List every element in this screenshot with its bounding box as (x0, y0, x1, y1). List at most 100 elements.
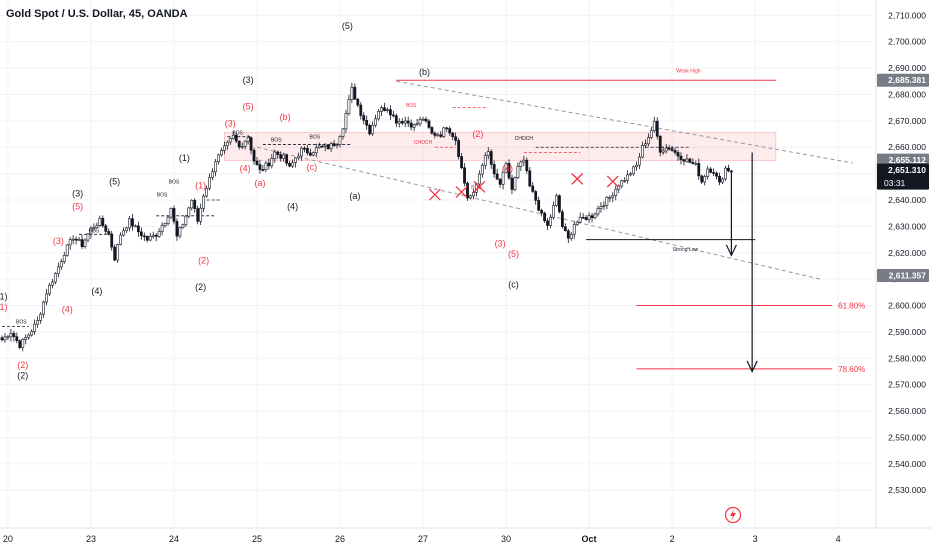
candle-body (670, 148, 674, 151)
candle-body (519, 161, 523, 167)
candle-body (581, 217, 585, 219)
candle-body (305, 148, 309, 154)
channel-upper-line (396, 80, 854, 164)
candle-body (424, 118, 428, 122)
price-tag (877, 163, 929, 190)
candle-body (525, 159, 529, 172)
candle-body (276, 151, 280, 155)
wave-label: (1) (179, 153, 190, 163)
price-tag (877, 153, 929, 167)
time-axis-label: 23 (86, 534, 96, 544)
candle-body (53, 273, 57, 283)
price-axis-label: 2,690.000 (888, 63, 926, 73)
structure-label: BOS (471, 185, 482, 191)
candle-body (644, 143, 647, 146)
structure-label: BOS (89, 228, 100, 234)
candle-body (629, 173, 632, 176)
time-axis-label: 2 (670, 534, 675, 544)
candle-body (412, 124, 416, 128)
candle-body (151, 234, 155, 237)
fib-level-label: 78.60% (838, 365, 865, 374)
time-axis-label: 20 (3, 534, 13, 544)
candle-body (537, 200, 541, 211)
candle-body (311, 152, 315, 156)
wave-label: (3) (53, 236, 64, 246)
candle-body (394, 115, 398, 124)
candle-body (77, 239, 81, 241)
wave-label: (b) (280, 112, 291, 122)
candle-body (279, 154, 283, 159)
fib-level-label: 61.80% (838, 302, 865, 311)
candle-body (641, 145, 644, 158)
candle-body (18, 340, 22, 348)
candle-body (578, 217, 582, 223)
candle-body (249, 137, 253, 151)
candle-body (466, 182, 469, 199)
candle-body (614, 188, 618, 196)
candle-body (27, 334, 31, 338)
candle-body (264, 162, 268, 170)
candle-body (193, 200, 197, 209)
chart-title: Gold Spot / U.S. Dollar, 45, OANDA (6, 8, 188, 20)
candle-body (715, 172, 718, 177)
structure-label: BOS (169, 180, 180, 186)
candle-body (119, 234, 123, 245)
candle-body (214, 161, 217, 173)
candle-body (587, 215, 591, 220)
candle-body (359, 104, 363, 116)
price-axis-label: 2,550.000 (888, 432, 926, 442)
candle-body (389, 109, 392, 116)
target-arrowhead-long (746, 360, 758, 373)
candle-body (166, 216, 170, 224)
candle-body (400, 121, 404, 124)
candle-body (202, 195, 206, 209)
time-axis-label: 25 (252, 534, 262, 544)
candle-body (172, 208, 176, 222)
wave-label: (2) (17, 360, 28, 370)
candle-body (572, 224, 576, 235)
candle-body (3, 336, 7, 341)
time-axis-label: 26 (335, 534, 345, 544)
wave-label: (5) (508, 249, 519, 259)
candle-body (116, 244, 120, 261)
price-tag-value: 2,611.357 (889, 271, 927, 281)
candle-body (427, 120, 431, 128)
candle-body (534, 191, 538, 201)
logo-bolt-icon (730, 509, 736, 521)
candle-body (332, 143, 336, 146)
candle-body (448, 128, 452, 134)
candle-body (658, 135, 662, 153)
wave-label: (5) (72, 202, 83, 212)
candle-body (383, 107, 386, 111)
structure-label: BOS (271, 137, 282, 143)
candle-body (282, 154, 286, 159)
price-axis-label: 2,620.000 (888, 248, 926, 258)
candle-body (552, 205, 555, 218)
structure-label: BOS (16, 319, 27, 325)
candle-body (703, 176, 707, 183)
candle-body (205, 188, 208, 197)
candle-body (498, 178, 502, 185)
candle-body (549, 217, 552, 226)
candle-body (439, 134, 443, 137)
candle-body (451, 132, 455, 138)
candle-body (608, 196, 612, 199)
candle-body (92, 227, 96, 229)
price-axis-label: 2,590.000 (888, 327, 926, 337)
candle-body (667, 147, 671, 150)
candle-body (457, 140, 461, 157)
candle-body (80, 239, 84, 247)
wave-label: (4) (502, 163, 513, 173)
candle-body (288, 163, 292, 167)
wave-label: (2) (17, 370, 28, 380)
candle-body (33, 323, 37, 332)
candle-body (676, 152, 680, 157)
candle-body (590, 215, 594, 219)
candle-body (98, 217, 102, 226)
candle-body (110, 233, 114, 248)
wave-label: (2) (472, 129, 483, 139)
candle-body (320, 145, 324, 148)
candle-body (142, 235, 146, 238)
candle-body (338, 136, 342, 145)
